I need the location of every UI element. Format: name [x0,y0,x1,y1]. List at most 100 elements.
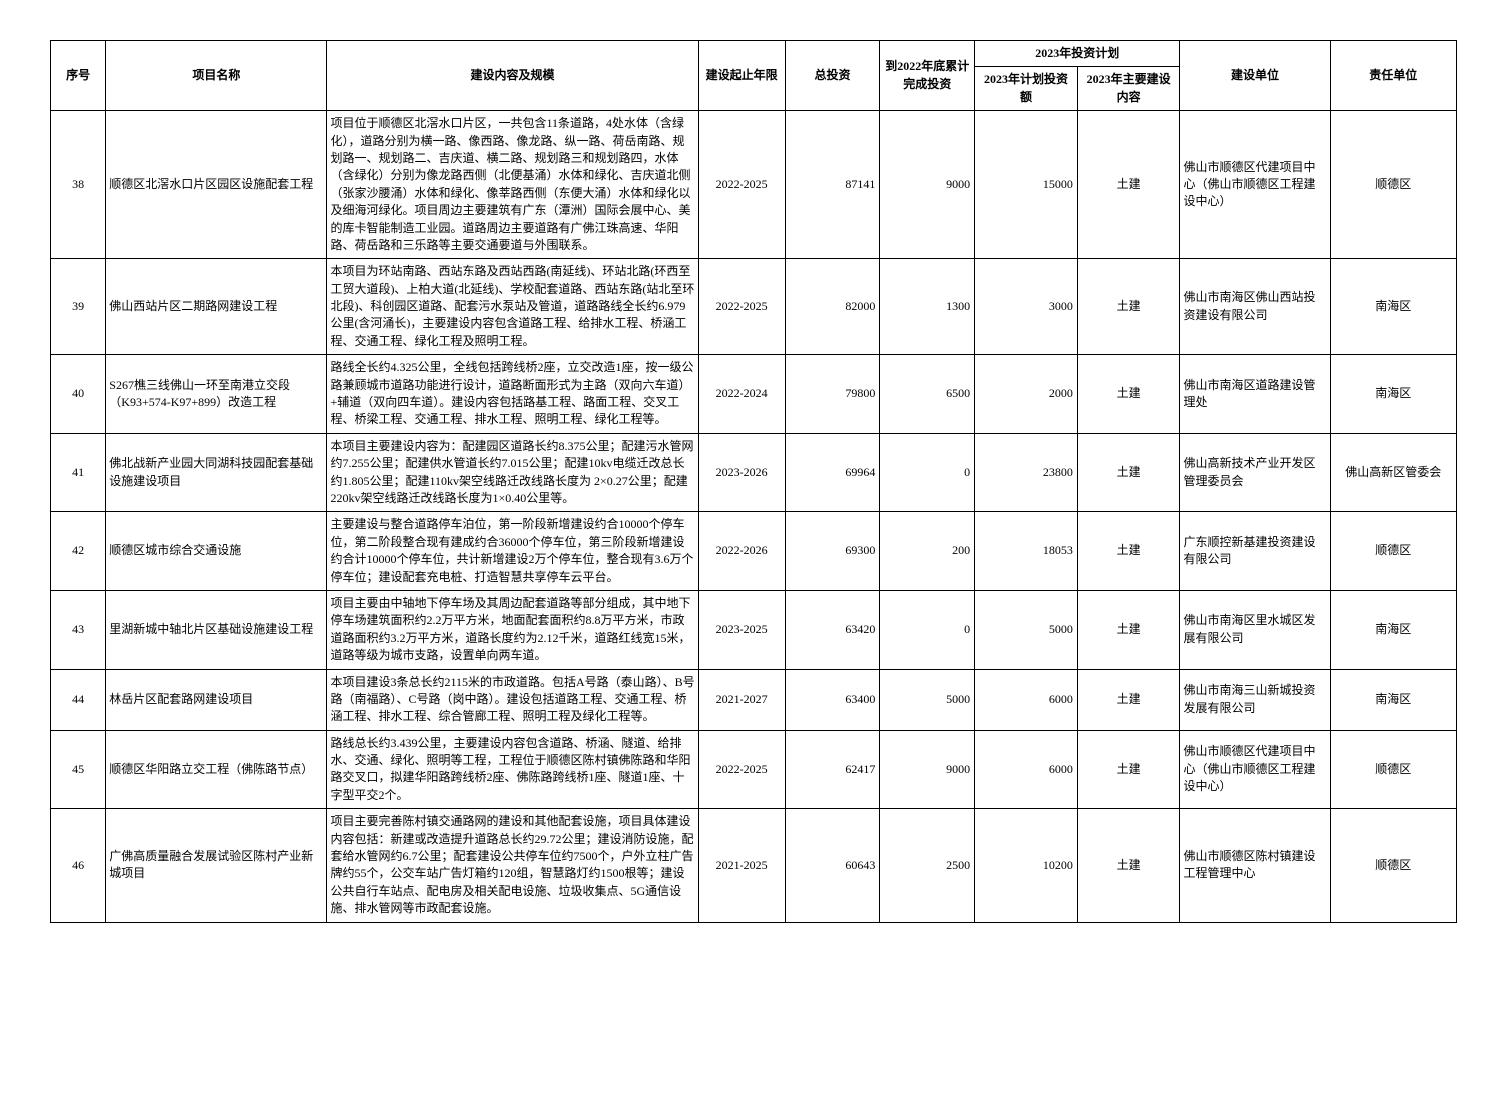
cell-resp-unit: 佛山高新区管委会 [1330,433,1456,512]
cell-build-unit: 佛山市顺德区代建项目中心（佛山市顺德区工程建设中心） [1180,730,1330,809]
cell-name: 顺德区城市综合交通设施 [106,512,327,591]
cell-content: 项目主要完善陈村镇交通路网的建设和其他配套设施，项目具体建设内容包括：新建或改造… [327,809,698,922]
cell-seq: 40 [51,355,106,434]
cell-resp-unit: 南海区 [1330,355,1456,434]
cell-plan-amt: 10200 [975,809,1078,922]
cell-name: 佛山西站片区二期路网建设工程 [106,259,327,355]
cell-plan-amt: 6000 [975,730,1078,809]
cell-acc: 2500 [880,809,975,922]
project-table: 序号 项目名称 建设内容及规模 建设起止年限 总投资 到2022年底累计完成投资… [50,40,1457,923]
cell-plan-cont: 土建 [1077,355,1180,434]
cell-build-unit: 佛山市顺德区陈村镇建设工程管理中心 [1180,809,1330,922]
cell-years: 2022-2025 [698,111,785,259]
cell-content: 本项目建设3条总长约2115米的市政道路。包括A号路（泰山路）、B号路（南福路）… [327,669,698,730]
cell-total: 63420 [785,590,880,669]
cell-plan-cont: 土建 [1077,259,1180,355]
cell-seq: 46 [51,809,106,922]
th-resp-unit: 责任单位 [1330,41,1456,111]
cell-acc: 1300 [880,259,975,355]
cell-name: S267樵三线佛山一环至南港立交段（K93+574-K97+899）改造工程 [106,355,327,434]
cell-resp-unit: 顺德区 [1330,809,1456,922]
cell-resp-unit: 顺德区 [1330,111,1456,259]
table-body: 38顺德区北滘水口片区园区设施配套工程项目位于顺德区北滘水口片区，一共包含11条… [51,111,1457,922]
table-row: 44林岳片区配套路网建设项目本项目建设3条总长约2115米的市政道路。包括A号路… [51,669,1457,730]
cell-resp-unit: 南海区 [1330,669,1456,730]
cell-name: 林岳片区配套路网建设项目 [106,669,327,730]
th-name: 项目名称 [106,41,327,111]
th-seq: 序号 [51,41,106,111]
cell-acc: 0 [880,590,975,669]
th-plan-group: 2023年投资计划 [975,41,1180,67]
cell-seq: 44 [51,669,106,730]
table-row: 41佛北战新产业园大同湖科技园配套基础设施建设项目本项目主要建设内容为：配建园区… [51,433,1457,512]
cell-name: 里湖新城中轴北片区基础设施建设工程 [106,590,327,669]
cell-name: 佛北战新产业园大同湖科技园配套基础设施建设项目 [106,433,327,512]
cell-plan-cont: 土建 [1077,512,1180,591]
cell-total: 79800 [785,355,880,434]
th-plan-amt: 2023年计划投资额 [975,67,1078,111]
cell-content: 本项目主要建设内容为：配建园区道路长约8.375公里；配建污水管网约7.255公… [327,433,698,512]
cell-build-unit: 佛山市顺德区代建项目中心（佛山市顺德区工程建设中心） [1180,111,1330,259]
cell-plan-cont: 土建 [1077,111,1180,259]
table-header: 序号 项目名称 建设内容及规模 建设起止年限 总投资 到2022年底累计完成投资… [51,41,1457,111]
table-row: 46广佛高质量融合发展试验区陈村产业新城项目项目主要完善陈村镇交通路网的建设和其… [51,809,1457,922]
cell-total: 63400 [785,669,880,730]
cell-acc: 9000 [880,730,975,809]
table-row: 40S267樵三线佛山一环至南港立交段（K93+574-K97+899）改造工程… [51,355,1457,434]
cell-content: 项目主要由中轴地下停车场及其周边配套道路等部分组成，其中地下停车场建筑面积约2.… [327,590,698,669]
cell-seq: 45 [51,730,106,809]
cell-acc: 5000 [880,669,975,730]
cell-years: 2022-2025 [698,259,785,355]
cell-build-unit: 佛山市南海区里水城区发展有限公司 [1180,590,1330,669]
cell-seq: 39 [51,259,106,355]
cell-resp-unit: 南海区 [1330,590,1456,669]
cell-plan-amt: 15000 [975,111,1078,259]
cell-years: 2022-2025 [698,730,785,809]
cell-plan-amt: 6000 [975,669,1078,730]
cell-plan-cont: 土建 [1077,730,1180,809]
th-total: 总投资 [785,41,880,111]
cell-build-unit: 佛山市南海区道路建设管理处 [1180,355,1330,434]
cell-plan-cont: 土建 [1077,590,1180,669]
cell-plan-cont: 土建 [1077,433,1180,512]
cell-plan-cont: 土建 [1077,809,1180,922]
cell-plan-amt: 3000 [975,259,1078,355]
cell-years: 2023-2026 [698,433,785,512]
cell-name: 广佛高质量融合发展试验区陈村产业新城项目 [106,809,327,922]
cell-resp-unit: 南海区 [1330,259,1456,355]
cell-resp-unit: 顺德区 [1330,512,1456,591]
cell-plan-amt: 18053 [975,512,1078,591]
cell-name: 顺德区北滘水口片区园区设施配套工程 [106,111,327,259]
th-years: 建设起止年限 [698,41,785,111]
cell-acc: 200 [880,512,975,591]
table-row: 39佛山西站片区二期路网建设工程本项目为环站南路、西站东路及西站西路(南延线)、… [51,259,1457,355]
cell-total: 82000 [785,259,880,355]
cell-build-unit: 佛山市南海区佛山西站投资建设有限公司 [1180,259,1330,355]
cell-years: 2022-2024 [698,355,785,434]
cell-seq: 42 [51,512,106,591]
cell-name: 顺德区华阳路立交工程（佛陈路节点） [106,730,327,809]
cell-seq: 43 [51,590,106,669]
table-row: 45顺德区华阳路立交工程（佛陈路节点）路线总长约3.439公里，主要建设内容包含… [51,730,1457,809]
cell-content: 主要建设与整合道路停车泊位，第一阶段新增建设约合10000个停车位，第二阶段整合… [327,512,698,591]
cell-content: 路线全长约4.325公里，全线包括跨线桥2座，立交改造1座，按一级公路兼顾城市道… [327,355,698,434]
cell-years: 2022-2026 [698,512,785,591]
cell-total: 60643 [785,809,880,922]
th-acc: 到2022年底累计完成投资 [880,41,975,111]
cell-years: 2021-2027 [698,669,785,730]
table-row: 43里湖新城中轴北片区基础设施建设工程项目主要由中轴地下停车场及其周边配套道路等… [51,590,1457,669]
cell-build-unit: 佛山高新技术产业开发区管理委员会 [1180,433,1330,512]
th-build-unit: 建设单位 [1180,41,1330,111]
cell-content: 本项目为环站南路、西站东路及西站西路(南延线)、环站北路(环西至工贸大道段)、上… [327,259,698,355]
cell-build-unit: 佛山市南海三山新城投资发展有限公司 [1180,669,1330,730]
table-row: 38顺德区北滘水口片区园区设施配套工程项目位于顺德区北滘水口片区，一共包含11条… [51,111,1457,259]
cell-plan-amt: 5000 [975,590,1078,669]
cell-acc: 6500 [880,355,975,434]
th-plan-cont: 2023年主要建设内容 [1077,67,1180,111]
cell-total: 62417 [785,730,880,809]
cell-years: 2021-2025 [698,809,785,922]
cell-plan-cont: 土建 [1077,669,1180,730]
cell-build-unit: 广东顺控新基建投资建设有限公司 [1180,512,1330,591]
cell-content: 项目位于顺德区北滘水口片区，一共包含11条道路，4处水体（含绿化），道路分别为横… [327,111,698,259]
cell-acc: 0 [880,433,975,512]
